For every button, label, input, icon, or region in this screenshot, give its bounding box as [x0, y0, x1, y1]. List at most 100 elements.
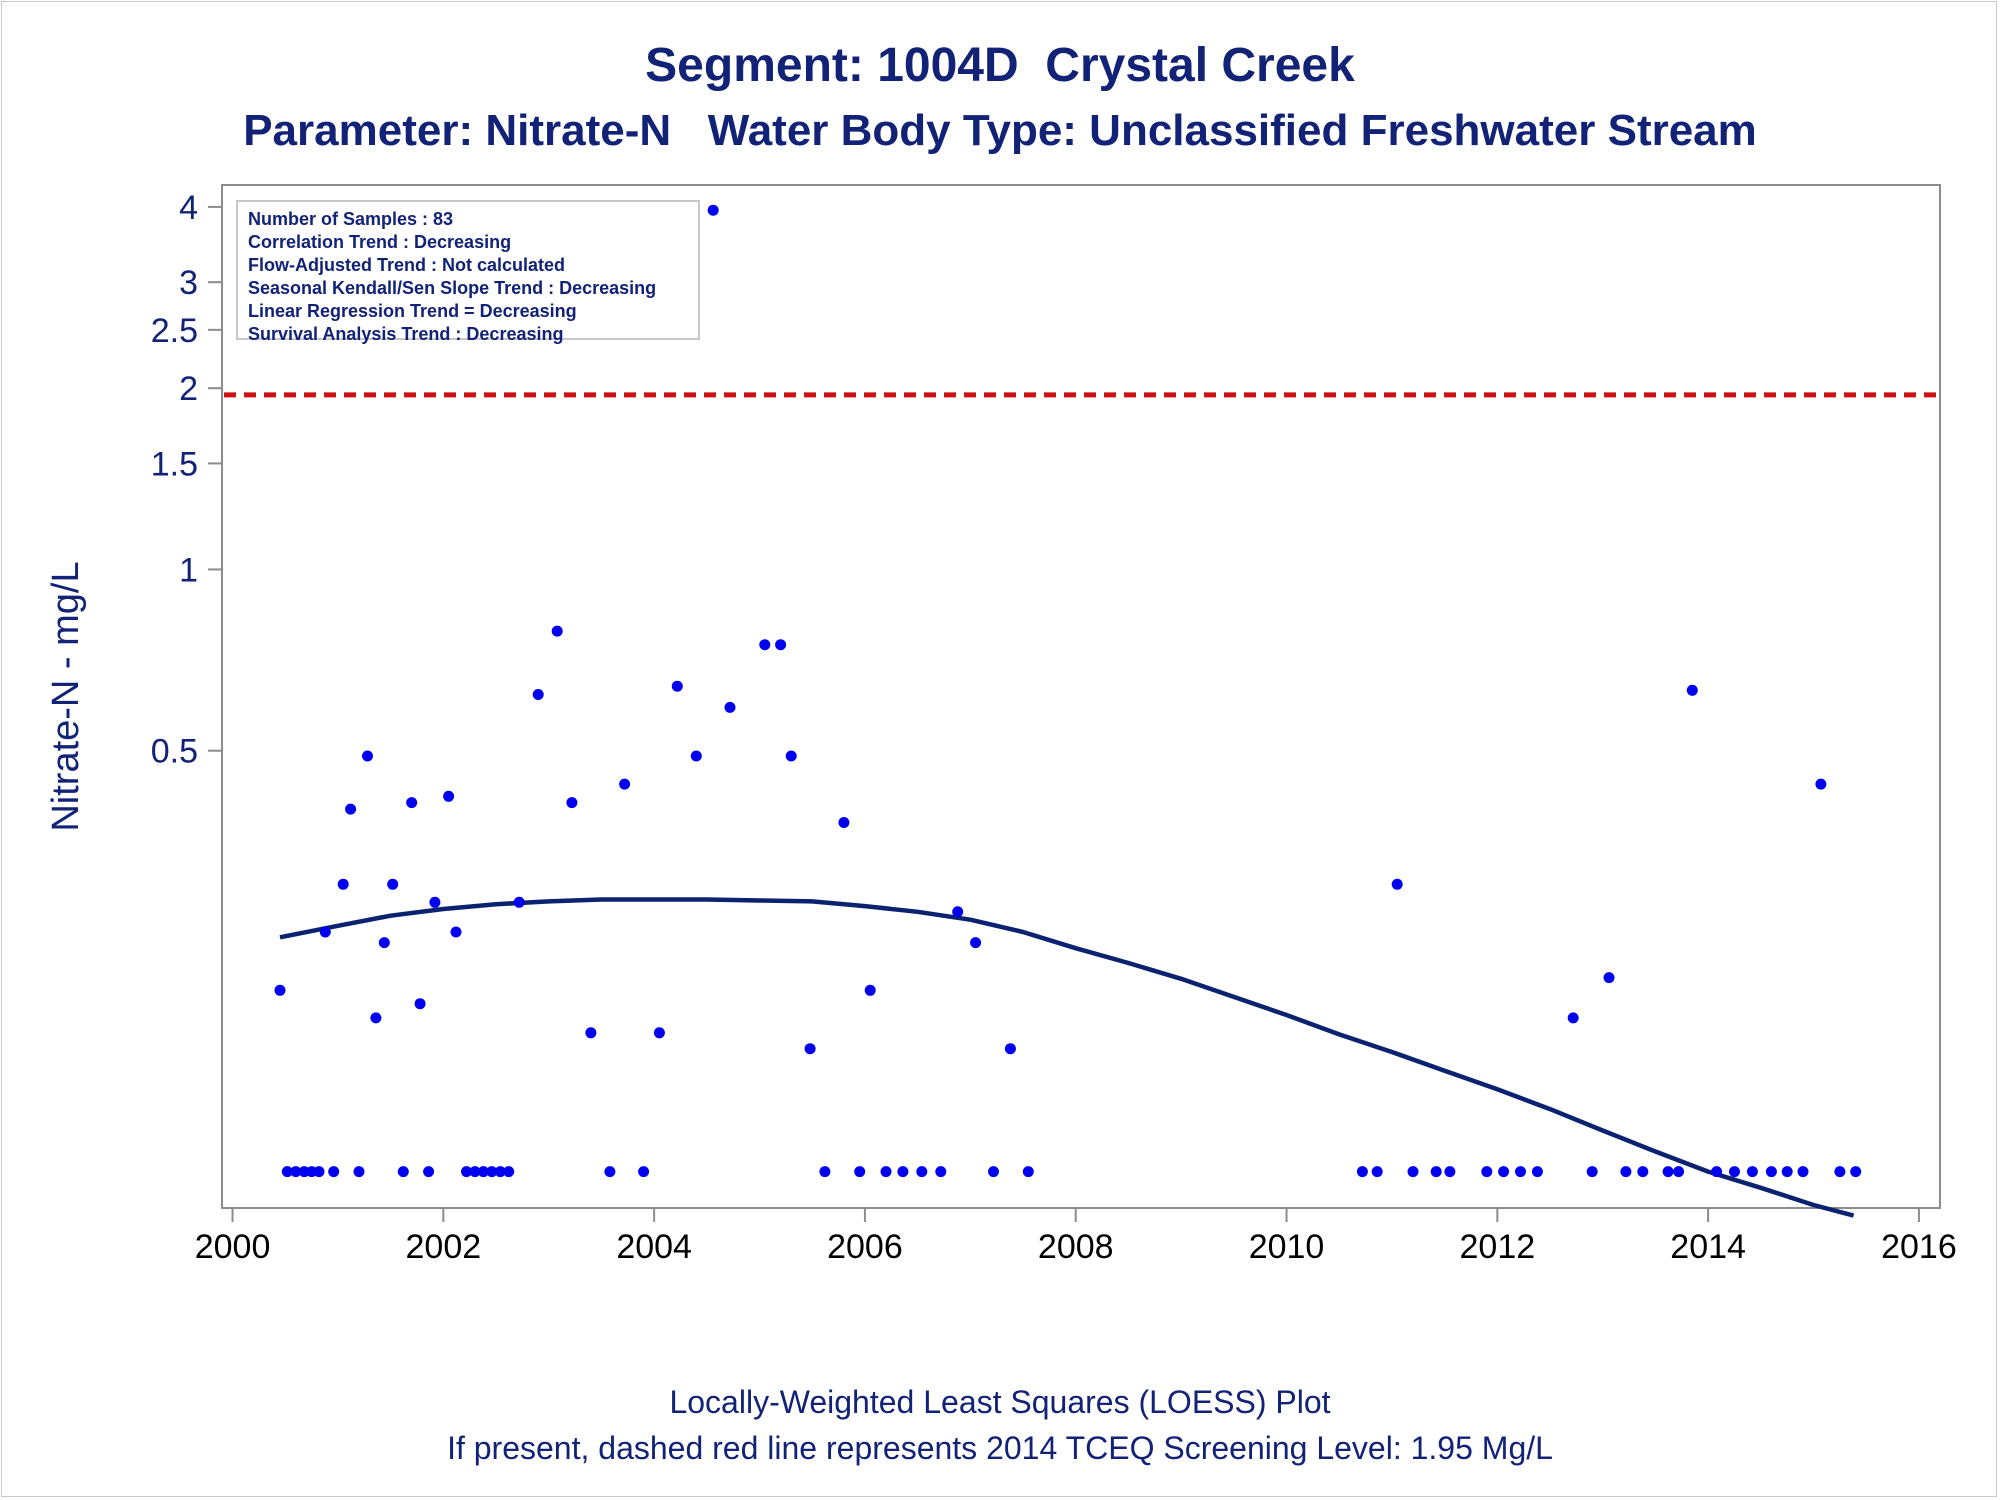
- x-tick-label: 2004: [616, 1228, 692, 1266]
- data-point: [1444, 1166, 1456, 1178]
- data-point: [1515, 1166, 1526, 1178]
- data-point: [864, 984, 876, 996]
- data-point: [429, 896, 441, 908]
- info-survival-analysis-trend: Survival Analysis Trend : Decreasing: [248, 324, 564, 344]
- data-point: [724, 701, 736, 713]
- data-point: [1662, 1166, 1674, 1178]
- data-point: [854, 1166, 866, 1178]
- data-point: [1603, 972, 1615, 984]
- data-point: [1407, 1166, 1419, 1178]
- chart-subtitle: Parameter: Nitrate-N Water Body Type: Un…: [243, 106, 1757, 155]
- y-tick-label: 0.5: [151, 733, 198, 771]
- data-point: [707, 204, 719, 216]
- data-point: [387, 878, 399, 890]
- y-tick-label: 4: [179, 189, 198, 227]
- data-point: [414, 998, 426, 1010]
- data-point: [1686, 684, 1698, 696]
- data-point: [952, 906, 964, 918]
- info-flow-adjusted-trend: Flow-Adjusted Trend : Not calculated: [248, 255, 566, 275]
- data-point: [469, 1166, 481, 1178]
- x-tick-label: 2012: [1460, 1228, 1536, 1266]
- data-point: [785, 750, 797, 762]
- y-tick-label: 2.5: [151, 312, 198, 350]
- data-point: [274, 984, 286, 996]
- y-axis-label: Nitrate-N - mg/L: [45, 561, 87, 831]
- data-point: [532, 689, 544, 700]
- data-point: [1430, 1166, 1442, 1178]
- data-point: [1781, 1166, 1793, 1178]
- data-point: [503, 1166, 515, 1178]
- data-point: [1746, 1166, 1758, 1178]
- data-point: [513, 896, 525, 908]
- data-point: [477, 1166, 489, 1178]
- y-tick-label: 1.5: [151, 445, 198, 483]
- data-point: [759, 639, 771, 651]
- data-point: [461, 1166, 472, 1178]
- y-tick-label: 3: [179, 264, 198, 302]
- data-point: [916, 1166, 928, 1178]
- x-tick-label: 2000: [195, 1228, 271, 1266]
- data-point: [1637, 1166, 1649, 1178]
- data-point: [690, 750, 702, 762]
- data-point: [1586, 1166, 1598, 1178]
- data-point: [450, 926, 462, 938]
- y-tick-label: 1: [179, 551, 198, 589]
- data-point: [804, 1043, 816, 1055]
- data-point: [345, 803, 357, 815]
- data-point: [406, 797, 418, 809]
- data-point: [1620, 1166, 1632, 1178]
- data-point: [313, 1166, 325, 1178]
- x-tick-label: 2006: [827, 1228, 903, 1266]
- footnote-loess: Locally-Weighted Least Squares (LOESS) P…: [669, 1384, 1331, 1420]
- data-point: [1567, 1012, 1579, 1024]
- footnote-screening-level: If present, dashed red line represents 2…: [447, 1430, 1553, 1466]
- data-point: [362, 750, 373, 762]
- data-point: [970, 937, 982, 949]
- data-point: [551, 625, 563, 637]
- data-point: [838, 817, 850, 828]
- data-point: [1834, 1166, 1846, 1178]
- x-tick-label: 2010: [1249, 1228, 1325, 1266]
- data-point: [1711, 1166, 1723, 1178]
- data-point: [880, 1166, 892, 1178]
- data-point: [1371, 1166, 1383, 1178]
- data-point: [1004, 1043, 1016, 1055]
- data-point: [370, 1012, 382, 1024]
- data-point: [566, 797, 578, 809]
- data-point: [775, 639, 787, 651]
- data-point: [494, 1166, 506, 1178]
- data-point: [1815, 778, 1827, 790]
- data-point: [1729, 1166, 1740, 1178]
- data-point: [585, 1027, 597, 1039]
- loess-curve: [279, 897, 1855, 1218]
- info-linear-regression-trend: Linear Regression Trend = Decreasing: [248, 301, 577, 321]
- data-point: [1356, 1166, 1368, 1178]
- data-point: [397, 1166, 409, 1178]
- data-point: [935, 1166, 947, 1178]
- plot-area-border: [221, 184, 1941, 1209]
- data-point: [378, 937, 390, 949]
- data-point: [671, 680, 683, 692]
- data-point: [1850, 1166, 1862, 1178]
- data-point: [1531, 1166, 1543, 1178]
- x-tick-label: 2014: [1670, 1228, 1746, 1266]
- data-point: [1797, 1166, 1809, 1178]
- data-point: [1022, 1166, 1034, 1178]
- data-point: [1765, 1166, 1777, 1178]
- data-point: [897, 1166, 909, 1178]
- data-point: [819, 1166, 831, 1178]
- data-point: [1391, 878, 1403, 890]
- data-point: [988, 1166, 999, 1178]
- data-point: [353, 1166, 365, 1178]
- data-point: [1481, 1166, 1493, 1178]
- data-point: [290, 1166, 302, 1178]
- data-point: [1673, 1166, 1685, 1178]
- data-point: [423, 1166, 435, 1178]
- data-point: [619, 778, 631, 790]
- x-tick-label: 2008: [1038, 1228, 1114, 1266]
- info-samples: Number of Samples : 83: [248, 209, 454, 229]
- data-point: [319, 926, 331, 938]
- y-tick-label: 2: [179, 370, 198, 408]
- info-seasonal-kendall-trend: Seasonal Kendall/Sen Slope Trend : Decre…: [248, 278, 657, 298]
